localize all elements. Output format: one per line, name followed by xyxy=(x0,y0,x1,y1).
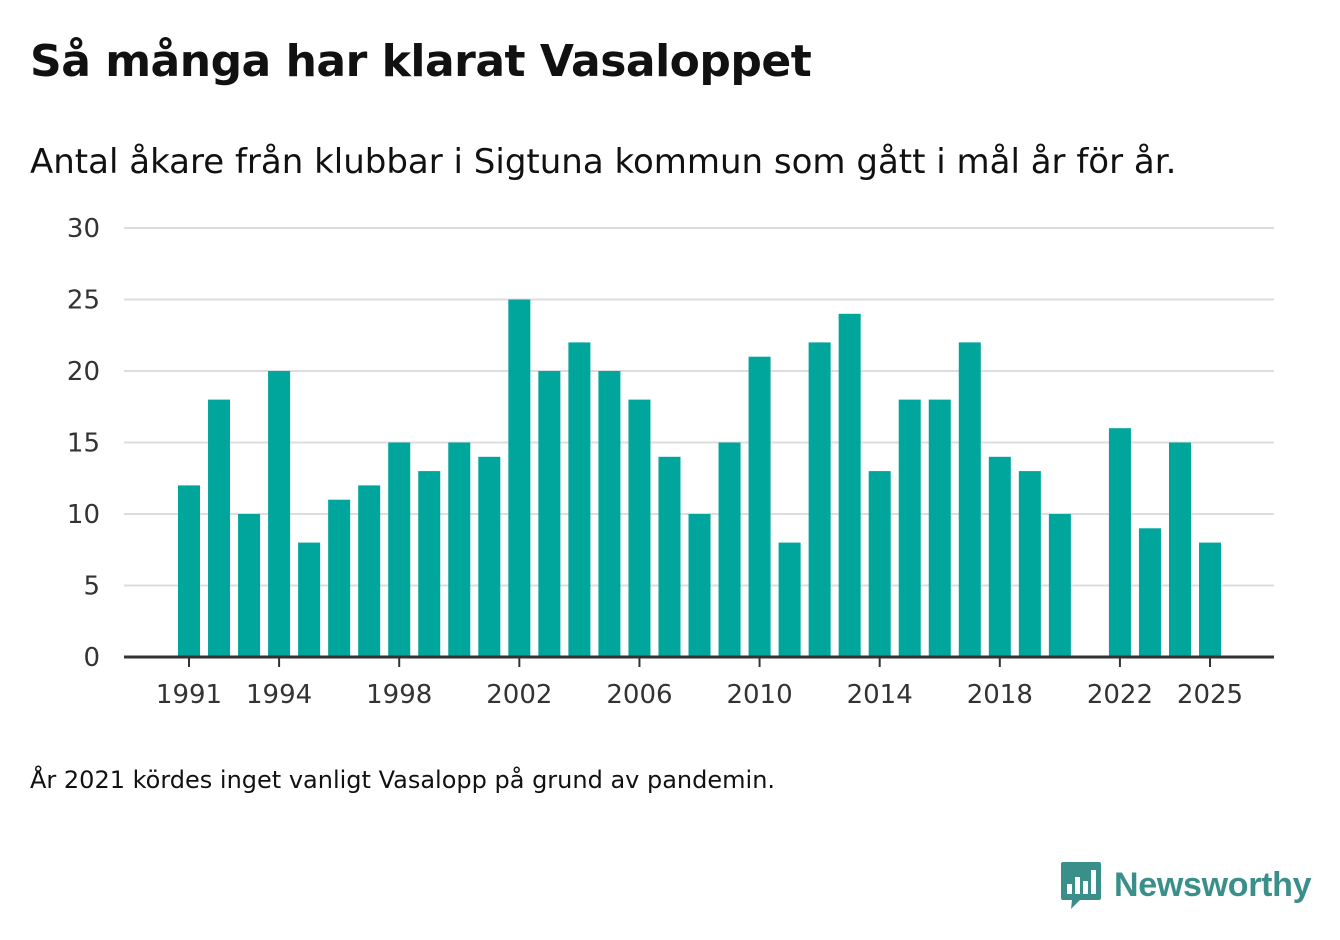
bar-2003 xyxy=(538,371,561,657)
bar-2020 xyxy=(1048,514,1071,657)
bar-1997 xyxy=(358,485,381,657)
bar-1991 xyxy=(178,485,200,657)
bar-1992 xyxy=(208,399,231,657)
bar-1999 xyxy=(418,471,441,657)
x-tick-label: 2006 xyxy=(606,680,672,710)
bar-2013 xyxy=(838,313,861,657)
y-tick-label: 20 xyxy=(67,357,100,387)
bar-2009 xyxy=(718,442,741,657)
bar-2011 xyxy=(778,542,801,657)
bars xyxy=(178,299,1222,657)
bar-2014 xyxy=(868,471,891,657)
bar-2018 xyxy=(988,456,1011,657)
bar-2001 xyxy=(478,456,501,657)
x-tick-label: 2018 xyxy=(967,680,1033,710)
y-tick-label: 25 xyxy=(67,286,100,316)
bar-1998 xyxy=(388,442,411,657)
chart-title: Så många har klarat Vasaloppet xyxy=(30,36,812,87)
bar-1993 xyxy=(238,514,261,657)
bar-2017 xyxy=(958,342,981,657)
x-tick-label: 2002 xyxy=(486,680,552,710)
bar-2007 xyxy=(658,456,681,657)
y-axis: 0 5 10 15 20 25 30 xyxy=(67,214,100,673)
bar-2006 xyxy=(628,399,651,657)
bar-1995 xyxy=(298,542,321,657)
bar-2010 xyxy=(748,356,771,657)
y-tick-label: 30 xyxy=(67,214,100,244)
bar-2024 xyxy=(1168,442,1191,657)
y-tick-label: 0 xyxy=(83,643,100,673)
bar-1994 xyxy=(268,371,291,657)
bar-2000 xyxy=(448,442,471,657)
bar-2008 xyxy=(688,514,711,657)
x-axis: 1991 1994 1998 2002 2006 2010 2014 2018 2022 2025 xyxy=(124,655,1274,710)
bar-2025 xyxy=(1199,542,1222,657)
bar-2002 xyxy=(508,299,531,657)
y-tick-label: 10 xyxy=(67,500,100,530)
bar-2016 xyxy=(928,399,951,657)
brand-name: Newsworthy xyxy=(1114,865,1312,904)
x-tick-label: 2014 xyxy=(847,680,913,710)
x-tick-label: 2025 xyxy=(1177,680,1243,710)
bar-1996 xyxy=(328,499,351,657)
bar-2019 xyxy=(1018,471,1041,657)
y-tick-label: 15 xyxy=(67,429,100,459)
bar-2022 xyxy=(1108,428,1131,657)
chart-subtitle: Antal åkare från klubbar i Sigtuna kommu… xyxy=(30,142,1177,182)
x-tick-label: 1991 xyxy=(156,680,222,710)
bar-2004 xyxy=(568,342,591,657)
gridlines xyxy=(124,227,1274,587)
bar-2012 xyxy=(808,342,831,657)
bar-2005 xyxy=(598,371,621,657)
bar-2023 xyxy=(1138,528,1161,657)
brand-logo: Newsworthy xyxy=(1060,860,1312,910)
y-tick-label: 5 xyxy=(83,572,100,602)
x-tick-label: 2022 xyxy=(1087,680,1153,710)
x-tick-label: 1998 xyxy=(366,680,432,710)
bar-chart-speech-bubble-icon xyxy=(1061,862,1101,909)
bar-chart: 1991 1994 1998 2002 2006 2010 2014 2018 2022 2025… xyxy=(67,214,1274,710)
footnote: År 2021 kördes inget vanligt Vasalopp på… xyxy=(30,766,776,794)
x-tick-label: 1994 xyxy=(246,680,312,710)
bar-2015 xyxy=(898,399,921,657)
x-tick-label: 2010 xyxy=(726,680,792,710)
